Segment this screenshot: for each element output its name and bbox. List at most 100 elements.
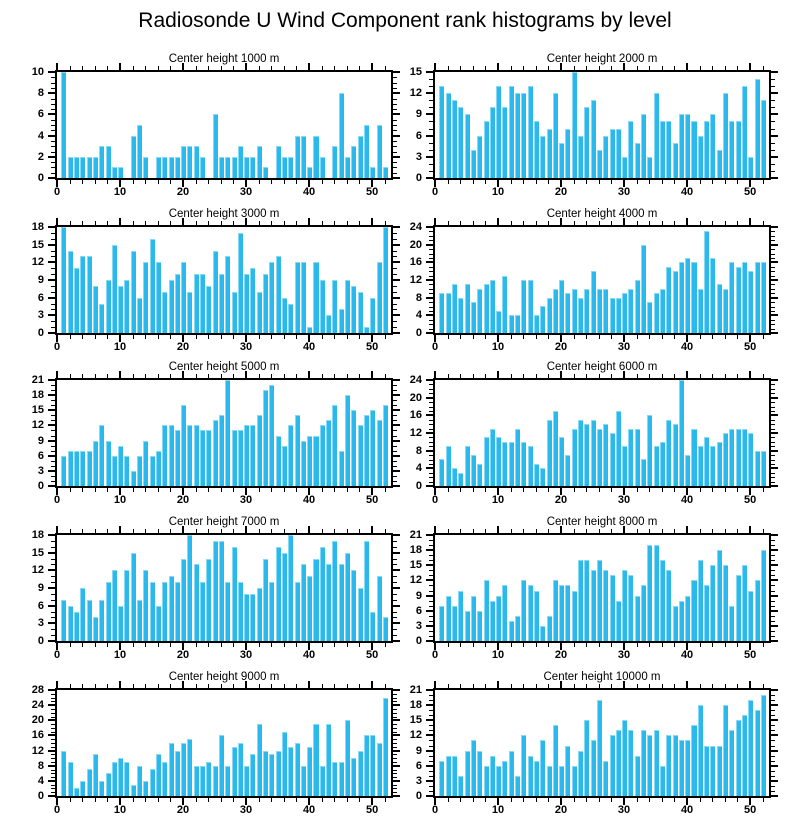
y-major-tick [393, 719, 400, 722]
histogram-bar [174, 582, 180, 641]
y-minor-tick [429, 585, 433, 587]
y-major-tick [771, 549, 778, 552]
x-minor-tick [208, 529, 210, 533]
histogram-bar [225, 256, 231, 333]
x-minor-tick [157, 798, 159, 802]
x-minor-tick [69, 66, 71, 70]
y-minor-tick [51, 697, 55, 699]
x-minor-tick [82, 180, 84, 184]
y-minor-tick [393, 415, 397, 417]
histogram-bar [565, 129, 571, 178]
histogram-bar [124, 570, 130, 641]
y-major-tick [393, 226, 400, 228]
y-minor-tick [429, 240, 433, 242]
y-tick-label: 3 [37, 464, 44, 477]
histogram-bar [496, 766, 502, 796]
x-minor-tick [220, 684, 222, 688]
y-major-tick [426, 734, 433, 737]
x-minor-tick [611, 221, 613, 225]
x-minor-tick [548, 221, 550, 225]
x-minor-tick [649, 221, 651, 225]
y-minor-tick [393, 727, 397, 729]
x-tick-label: 0 [53, 494, 61, 506]
histogram-bar [533, 464, 539, 486]
x-minor-tick [485, 529, 487, 533]
y-minor-tick [51, 430, 55, 432]
y-minor-tick [393, 420, 397, 422]
x-minor-tick [296, 798, 298, 802]
x-major-tick [749, 335, 752, 342]
x-minor-tick [535, 66, 537, 70]
histogram-bar [697, 560, 703, 641]
y-minor-tick [393, 746, 397, 748]
y-major-tick [48, 795, 55, 797]
x-minor-tick [649, 798, 651, 802]
y-major-tick [393, 704, 400, 707]
y-minor-tick [429, 463, 433, 465]
x-major-tick [560, 488, 563, 495]
y-major-tick [48, 279, 55, 281]
x-minor-tick [598, 335, 600, 339]
y-minor-tick [393, 773, 397, 775]
x-minor-tick [157, 529, 159, 533]
histogram-bar [521, 93, 527, 178]
x-minor-tick [510, 529, 512, 533]
y-minor-tick [429, 249, 433, 251]
histogram-bar [741, 262, 747, 333]
y-major-tick [771, 379, 778, 381]
x-major-tick [182, 180, 185, 187]
histogram-bar [168, 576, 174, 641]
x-major-tick [686, 488, 689, 495]
histogram-bar [92, 286, 98, 333]
y-major-tick [48, 394, 55, 397]
x-minor-tick [611, 180, 613, 184]
y-minor-tick [393, 321, 397, 323]
y-minor-tick [393, 712, 397, 714]
histogram-bar [754, 262, 760, 333]
x-minor-tick [208, 684, 210, 688]
histogram-bar [760, 451, 766, 486]
histogram-bar [137, 125, 143, 178]
y-tick-label: 12 [31, 564, 44, 577]
y-minor-tick [771, 740, 775, 742]
y-minor-tick [771, 555, 775, 557]
x-minor-tick [636, 66, 638, 70]
y-minor-tick [429, 149, 433, 151]
histogram-bar [760, 550, 766, 641]
x-minor-tick [258, 374, 260, 378]
x-minor-tick [674, 374, 676, 378]
x-minor-tick [132, 529, 134, 533]
histogram-bar [363, 125, 369, 178]
x-minor-tick [460, 66, 462, 70]
x-minor-tick [548, 684, 550, 688]
y-minor-tick [771, 275, 775, 277]
x-minor-tick [233, 529, 235, 533]
y-tick-label: 0 [415, 635, 422, 647]
x-minor-tick [69, 374, 71, 378]
y-minor-tick [393, 611, 397, 613]
y-major-tick [426, 71, 433, 73]
histogram-bar [489, 756, 495, 796]
histogram-bar [565, 455, 571, 486]
y-minor-tick [51, 103, 55, 105]
histogram-bar [653, 545, 659, 641]
x-minor-tick [94, 335, 96, 339]
x-minor-tick [346, 643, 348, 647]
y-major-tick [771, 155, 778, 158]
y-major-tick [48, 569, 55, 572]
histogram-bar [760, 262, 766, 333]
x-minor-tick [220, 221, 222, 225]
histogram-bar [754, 79, 760, 178]
x-minor-tick [271, 684, 273, 688]
x-minor-tick [359, 335, 361, 339]
histogram-bar [634, 756, 640, 796]
x-minor-tick [195, 335, 197, 339]
x-minor-tick [132, 221, 134, 225]
x-minor-tick [296, 180, 298, 184]
y-major-tick [393, 749, 400, 752]
y-minor-tick [393, 724, 397, 726]
y-major-tick [771, 719, 778, 722]
x-minor-tick [485, 798, 487, 802]
y-minor-tick [393, 743, 397, 744]
x-minor-tick [737, 488, 739, 492]
